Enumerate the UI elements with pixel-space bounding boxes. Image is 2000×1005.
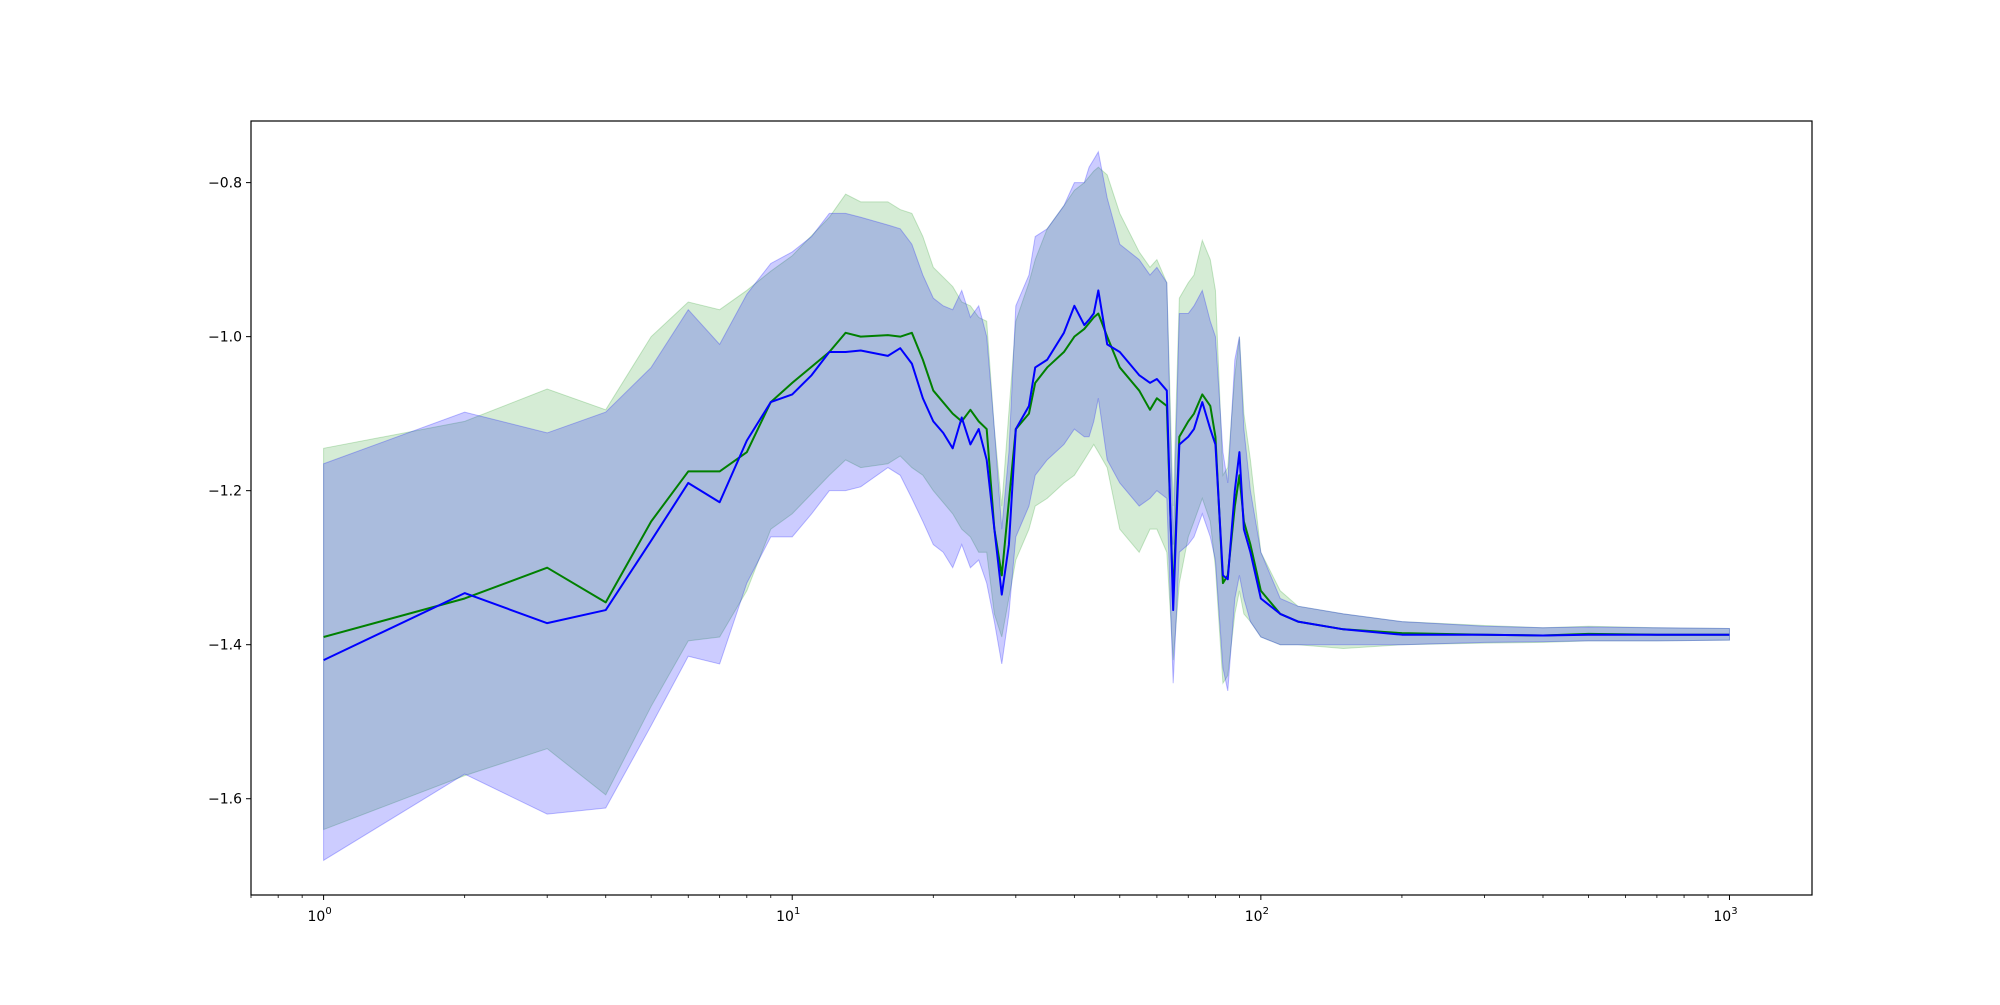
- y-tick-label-3: −1.4: [208, 638, 242, 654]
- y-tick-label-0: −0.8: [208, 176, 242, 192]
- series-1-confidence-band: [323, 166, 1730, 831]
- y-tick-label-2: −1.2: [208, 484, 242, 500]
- series-2-confidence-band: [323, 150, 1730, 862]
- axes-frame: [250, 120, 1813, 896]
- y-tick-label-1: −1.0: [208, 330, 242, 346]
- plot-area: [323, 150, 1730, 862]
- series-2-line: [323, 289, 1730, 662]
- y-axis: −0.8 −1.0 −1.2 −1.4 −1.6: [208, 176, 251, 808]
- series-1-line: [323, 312, 1730, 638]
- y-tick-label-4: −1.6: [208, 792, 242, 808]
